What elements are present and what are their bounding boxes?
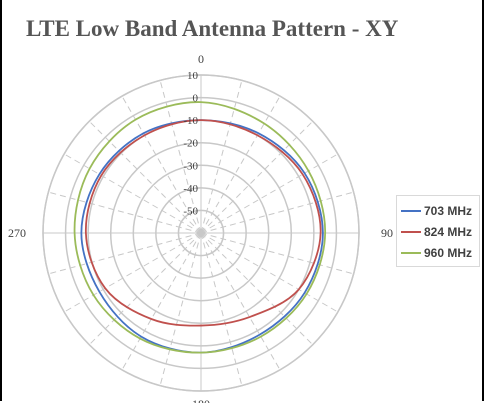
grid-spoke (200, 191, 354, 234)
grid-spoke (159, 232, 202, 386)
angular-tick-label: 0 (198, 52, 204, 66)
legend-item: 824 MHz (401, 221, 479, 242)
grid-spoke (200, 80, 243, 234)
legend-item: 703 MHz (401, 200, 479, 221)
series-line-960-mhz (73, 101, 327, 354)
grid-spoke (200, 232, 354, 275)
axis-labels: 10 0 -10 -20 -30 -40 -50 0 90 180 270 (8, 52, 393, 403)
grid-spoke (63, 153, 202, 234)
grid-spoke (200, 232, 314, 346)
grid-spoke (200, 232, 281, 371)
legend-label: 960 MHz (424, 245, 473, 260)
legend-item: 960 MHz (401, 242, 479, 263)
angular-tick-label: 180 (192, 397, 210, 403)
radial-tick-label: -50 (183, 205, 198, 217)
radial-tick-label: -40 (183, 183, 198, 195)
legend-label: 703 MHz (424, 203, 473, 218)
legend-swatch (401, 251, 421, 254)
grid-spoke (200, 95, 281, 234)
legend-swatch (401, 230, 421, 233)
angular-tick-label: 90 (381, 226, 393, 240)
grid-spoke (63, 232, 202, 313)
grid-spoke (88, 120, 202, 234)
chart-title: LTE Low Band Antenna Pattern - XY (26, 16, 399, 41)
grid-spoke (48, 232, 202, 275)
radial-tick-label: -30 (183, 160, 198, 172)
radial-tick-label: -20 (183, 138, 198, 150)
radial-tick-label: -10 (183, 115, 198, 127)
grid-spoke (200, 232, 243, 386)
grid-spoke (200, 153, 339, 234)
series-line-824-mhz (84, 119, 322, 327)
legend-label: 824 MHz (424, 224, 473, 239)
radial-tick-label: 0 (193, 93, 199, 105)
grid-spoke (48, 191, 202, 234)
legend: 703 MHz 824 MHz 960 MHz (396, 195, 480, 267)
grid-spoke (121, 232, 202, 371)
grid-spoke (88, 232, 202, 346)
angular-tick-label: 270 (8, 226, 26, 240)
grid-spoke (200, 120, 314, 234)
legend-swatch (401, 209, 421, 212)
grid-spoke (200, 232, 339, 313)
polar-grid (42, 74, 360, 392)
radial-tick-label: 10 (187, 70, 199, 82)
series-layer (73, 101, 327, 354)
